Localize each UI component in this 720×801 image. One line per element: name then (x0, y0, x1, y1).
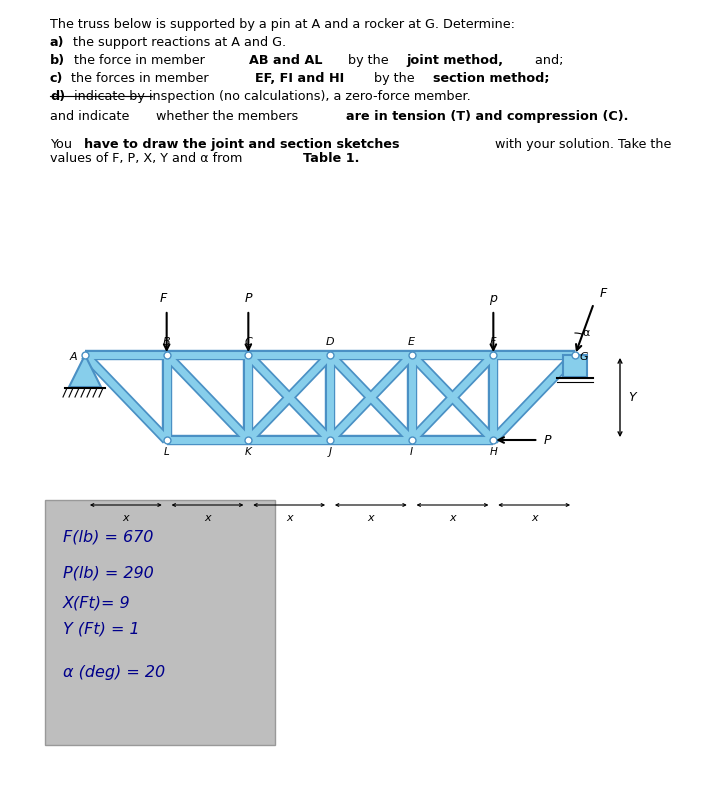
Text: and indicate: and indicate (50, 110, 130, 123)
Text: F: F (160, 292, 167, 305)
Text: I: I (410, 447, 413, 457)
Text: F: F (600, 288, 607, 300)
Polygon shape (69, 355, 101, 387)
Text: Y: Y (628, 391, 636, 404)
Text: F: F (490, 337, 497, 347)
Text: J: J (328, 447, 331, 457)
Text: values of F, P, X, Y and α from: values of F, P, X, Y and α from (50, 152, 246, 165)
Text: the forces in member: the forces in member (67, 72, 213, 85)
Text: L: L (163, 447, 169, 457)
Text: EF, FI and HI: EF, FI and HI (255, 72, 344, 85)
Text: b): b) (50, 54, 65, 67)
Text: x: x (449, 513, 456, 523)
Polygon shape (563, 355, 587, 377)
Text: section method;: section method; (433, 72, 549, 85)
Text: P: P (245, 292, 252, 305)
Text: with your solution. Take the: with your solution. Take the (490, 138, 671, 151)
Text: x: x (122, 513, 129, 523)
Text: G: G (580, 352, 589, 362)
Text: α: α (582, 328, 590, 338)
Text: d): d) (50, 90, 65, 103)
Text: x: x (531, 513, 537, 523)
Text: x: x (286, 513, 292, 523)
Text: H: H (490, 447, 498, 457)
Text: Table 1.: Table 1. (303, 152, 360, 165)
Text: by the: by the (370, 72, 419, 85)
Text: a): a) (50, 36, 65, 49)
Text: the support reactions at A and G.: the support reactions at A and G. (68, 36, 286, 49)
Text: x: x (367, 513, 374, 523)
Text: A: A (69, 352, 77, 362)
Text: X(Ft)= 9: X(Ft)= 9 (63, 595, 130, 610)
Bar (45, 500, 275, 745)
Text: by the: by the (343, 54, 392, 67)
Text: have to draw the joint and section sketches: have to draw the joint and section sketc… (84, 138, 399, 151)
Text: x: x (204, 513, 211, 523)
Text: and;: and; (531, 54, 564, 67)
Text: The truss below is supported by a pin at A and a rocker at G. Determine:: The truss below is supported by a pin at… (50, 18, 515, 31)
Text: indicate by inspection (no calculations), a zero-force member.: indicate by inspection (no calculations)… (70, 90, 470, 103)
Text: P(lb) = 290: P(lb) = 290 (63, 565, 154, 580)
Text: the force in member: the force in member (70, 54, 208, 67)
Text: D: D (325, 337, 334, 347)
Text: P: P (544, 433, 551, 446)
Text: whether the members: whether the members (153, 110, 302, 123)
Text: F(lb) = 670: F(lb) = 670 (63, 530, 153, 545)
Text: are in tension (T) and compression (C).: are in tension (T) and compression (C). (346, 110, 629, 123)
Text: You: You (50, 138, 76, 151)
Text: α (deg) = 20: α (deg) = 20 (63, 665, 165, 680)
Text: joint method,: joint method, (406, 54, 503, 67)
Text: c): c) (50, 72, 63, 85)
Text: E: E (408, 337, 415, 347)
Text: Y (Ft) = 1: Y (Ft) = 1 (63, 622, 140, 637)
Text: AB and AL: AB and AL (248, 54, 323, 67)
Text: C: C (245, 337, 252, 347)
Text: B: B (163, 337, 171, 347)
Text: K: K (245, 447, 252, 457)
Text: p: p (490, 292, 498, 305)
